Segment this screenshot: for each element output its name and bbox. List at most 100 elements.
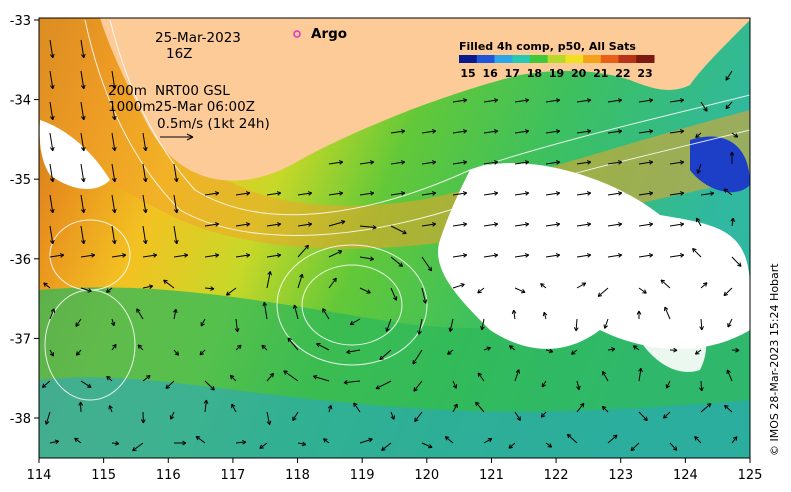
colorbar-tick-label: 16 (482, 67, 498, 80)
current-arrow (266, 191, 282, 196)
current-arrow (359, 287, 371, 294)
current-arrow (204, 222, 220, 227)
current-arrow (381, 442, 392, 451)
current-arrow (603, 318, 609, 329)
colorbar-segment (459, 55, 478, 63)
current-arrow (49, 163, 55, 183)
current-arrow (142, 253, 158, 258)
current-arrow (545, 160, 561, 165)
current-arrow (142, 374, 151, 382)
current-arrow (195, 435, 206, 444)
current-arrow (266, 222, 282, 227)
current-arrow (49, 132, 55, 152)
current-arrow (111, 225, 117, 245)
current-arrow (696, 217, 702, 227)
current-arrow (283, 370, 299, 382)
current-arrow (452, 222, 468, 227)
current-arrow (669, 191, 685, 196)
current-arrow (266, 271, 272, 289)
current-arrow (322, 438, 330, 444)
current-arrow (514, 253, 530, 258)
current-arrow (80, 163, 86, 183)
current-arrow (292, 304, 299, 320)
current-arrow (483, 222, 499, 227)
current-arrow (700, 403, 712, 413)
current-arrow (235, 222, 251, 227)
current-arrow (508, 442, 516, 449)
current-arrow (412, 349, 423, 365)
y-tick-label: -36 (10, 253, 31, 268)
current-arrow (142, 163, 148, 183)
colorbar-tick-label: 22 (615, 67, 630, 80)
scale-label: 0.5m/s (1kt 24h) (157, 116, 270, 132)
current-arrow (312, 374, 330, 382)
colorbar-segment (512, 55, 531, 63)
date-label: 25-Mar-2023 (155, 30, 241, 46)
current-arrow (540, 411, 547, 418)
colorbar-segment (583, 55, 602, 63)
current-arrow (669, 253, 685, 258)
current-arrow (173, 163, 179, 183)
current-arrow (417, 318, 423, 335)
scale-arrow (160, 133, 194, 141)
current-arrow (140, 411, 146, 424)
current-arrow (638, 367, 643, 382)
current-arrow (349, 318, 361, 326)
depth-200-label: 200m (108, 83, 147, 99)
current-arrow (597, 287, 609, 297)
current-arrow (725, 70, 733, 81)
current-arrow (80, 225, 86, 245)
current-arrow (638, 160, 654, 165)
current-arrow (390, 129, 406, 134)
current-arrow (542, 311, 548, 320)
model-label: NRT00 GSL (155, 83, 230, 99)
y-tick-label: -35 (10, 173, 31, 188)
current-arrow (204, 286, 215, 291)
argo-label: Argo (311, 26, 347, 42)
current-arrow (447, 349, 454, 355)
current-arrow (663, 306, 671, 320)
credit-text: © IMOS 28-Mar-2023 15:24 Hobart (768, 263, 781, 456)
current-arrow (328, 220, 346, 227)
current-arrow (607, 222, 623, 227)
current-arrow (106, 375, 113, 382)
current-arrow (173, 194, 179, 214)
current-arrow (607, 191, 623, 196)
current-arrow (638, 411, 648, 422)
current-arrow (390, 160, 406, 165)
current-arrow (662, 411, 671, 419)
current-arrow (700, 101, 708, 112)
current-arrow (80, 287, 92, 293)
sst-cold-patch (690, 136, 750, 193)
colorbar-segment (476, 55, 495, 63)
current-arrow (483, 191, 499, 196)
current-arrow (452, 403, 458, 413)
current-arrow (235, 344, 242, 351)
current-arrow (203, 399, 209, 413)
current-arrow (421, 222, 437, 227)
current-arrow (731, 132, 739, 138)
current-arrow (475, 401, 485, 413)
current-arrow (234, 318, 240, 333)
current-arrow (110, 318, 116, 327)
current-arrow (266, 253, 282, 258)
current-arrow (359, 437, 373, 444)
current-arrow (225, 287, 237, 296)
current-arrow (607, 253, 623, 258)
current-arrow (49, 70, 55, 90)
current-arrow (142, 132, 148, 152)
current-arrow (576, 191, 592, 196)
current-arrow (359, 224, 377, 230)
current-arrow (576, 380, 581, 391)
current-arrow (173, 308, 178, 320)
colorbar-segment (547, 55, 566, 63)
current-arrow (259, 442, 268, 449)
current-arrow (353, 402, 361, 413)
current-arrow (730, 217, 736, 227)
colorbar-segment (636, 55, 655, 63)
current-arrow (514, 222, 530, 227)
current-arrow (483, 98, 499, 103)
current-arrow (699, 318, 704, 331)
current-arrow (694, 436, 702, 444)
